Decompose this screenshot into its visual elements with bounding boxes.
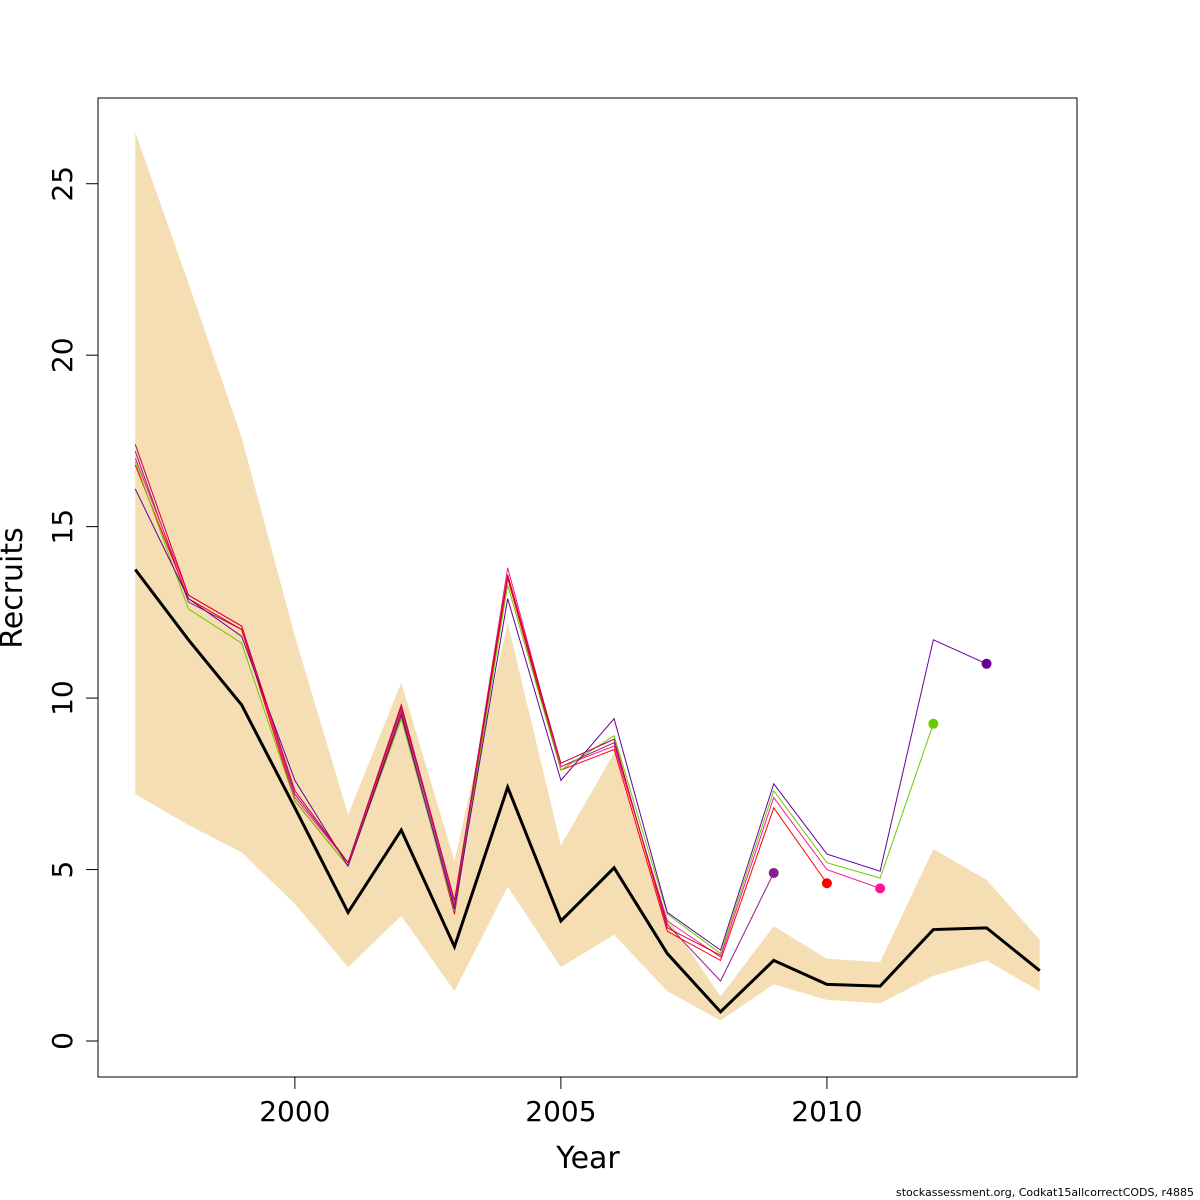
series-line-5 xyxy=(134,461,934,955)
marker-layer xyxy=(768,658,992,894)
credit-text: stockassessment.org, Codkat15allcorrectC… xyxy=(896,1186,1194,1199)
series-end-point-4 xyxy=(875,883,886,894)
x-axis-title: Year xyxy=(555,1141,620,1176)
y-axis: 0 5 10 15 20 25 xyxy=(46,166,99,1050)
y-tick-label-0: 0 xyxy=(46,1032,79,1050)
x-tick-label-2010: 2010 xyxy=(791,1095,862,1128)
x-axis: 2000 2005 2010 xyxy=(259,1076,863,1128)
y-tick-label-10: 10 xyxy=(46,680,79,716)
y-axis-title: Recruits xyxy=(0,527,30,649)
series-end-point-6 xyxy=(981,658,992,669)
y-tick-label-25: 25 xyxy=(46,166,79,202)
y-tick-label-5: 5 xyxy=(46,861,79,879)
series-line-1 xyxy=(134,568,1041,1014)
confidence-band-layer xyxy=(135,132,1040,1021)
series-line-6 xyxy=(134,488,987,951)
confidence-band xyxy=(135,132,1040,1021)
series-end-point-5 xyxy=(928,718,939,729)
y-tick-label-20: 20 xyxy=(46,337,79,373)
series-line-7 xyxy=(134,444,721,956)
x-tick-label-2005: 2005 xyxy=(525,1095,596,1128)
series-end-point-2 xyxy=(768,867,779,878)
series-end-point-3 xyxy=(821,878,832,889)
x-tick-label-2000: 2000 xyxy=(259,1095,330,1128)
series-layer xyxy=(134,444,1041,1014)
y-tick-label-15: 15 xyxy=(46,509,79,545)
